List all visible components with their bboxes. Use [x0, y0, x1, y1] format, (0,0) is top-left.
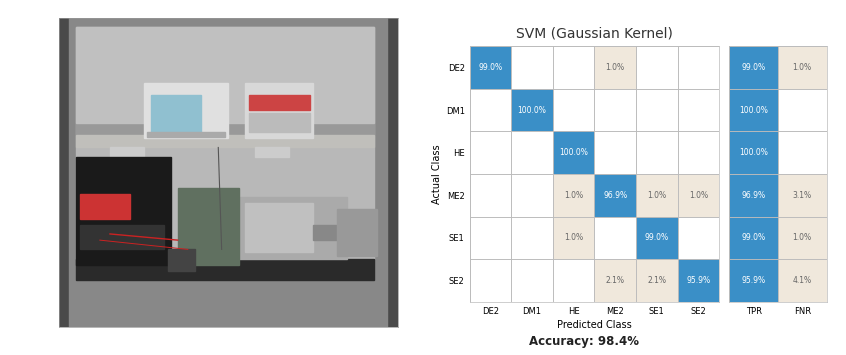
Bar — [76, 27, 374, 135]
Bar — [245, 83, 313, 138]
Bar — [594, 46, 636, 89]
Bar — [80, 194, 130, 218]
Bar — [470, 174, 511, 217]
Bar — [729, 174, 778, 217]
Bar — [511, 89, 552, 131]
Bar — [511, 259, 552, 302]
Text: 99.0%: 99.0% — [741, 233, 766, 242]
Bar — [678, 217, 719, 259]
Text: 1.0%: 1.0% — [793, 233, 812, 242]
Bar — [594, 217, 636, 259]
Bar — [778, 89, 827, 131]
Text: 1.0%: 1.0% — [647, 191, 667, 200]
Text: 1.0%: 1.0% — [564, 233, 583, 242]
Bar — [511, 46, 552, 89]
Bar — [76, 27, 374, 123]
Bar — [594, 259, 636, 302]
Bar — [729, 131, 778, 174]
Bar — [594, 174, 636, 217]
Text: 1.0%: 1.0% — [564, 191, 583, 200]
Text: Accuracy: 98.4%: Accuracy: 98.4% — [529, 335, 639, 348]
Bar — [778, 174, 827, 217]
Text: 100.0%: 100.0% — [559, 148, 588, 157]
Bar — [255, 147, 289, 157]
Bar — [678, 46, 719, 89]
Bar — [636, 46, 678, 89]
Text: 2.1%: 2.1% — [606, 276, 624, 285]
Bar — [470, 259, 511, 302]
Bar — [552, 89, 594, 131]
Bar — [552, 259, 594, 302]
Bar — [195, 197, 347, 259]
Bar — [76, 157, 171, 265]
Text: 3.1%: 3.1% — [793, 191, 812, 200]
Bar — [178, 187, 239, 265]
Bar — [678, 89, 719, 131]
Bar — [678, 174, 719, 217]
Text: 96.9%: 96.9% — [741, 191, 766, 200]
Bar — [778, 259, 827, 302]
Bar — [76, 135, 374, 147]
Bar — [76, 259, 374, 280]
Bar — [778, 46, 827, 89]
Bar — [470, 131, 511, 174]
Title: SVM (Gaussian Kernel): SVM (Gaussian Kernel) — [516, 27, 673, 41]
Bar — [470, 46, 511, 89]
Bar — [678, 259, 719, 302]
Bar — [636, 89, 678, 131]
Bar — [110, 147, 144, 157]
Bar — [168, 249, 195, 271]
Text: 1.0%: 1.0% — [689, 191, 708, 200]
Bar — [511, 174, 552, 217]
Text: 95.9%: 95.9% — [741, 276, 766, 285]
Y-axis label: Actual Class: Actual Class — [431, 144, 442, 204]
Bar — [470, 217, 511, 259]
Bar — [511, 131, 552, 174]
Text: 99.0%: 99.0% — [478, 63, 503, 72]
Text: 100.0%: 100.0% — [518, 105, 547, 115]
Text: 95.9%: 95.9% — [686, 276, 711, 285]
Bar — [313, 225, 381, 240]
Bar — [678, 131, 719, 174]
Bar — [729, 89, 778, 131]
Bar — [552, 131, 594, 174]
Bar — [729, 46, 778, 89]
Text: 99.0%: 99.0% — [741, 63, 766, 72]
Bar — [778, 131, 827, 174]
Bar — [594, 89, 636, 131]
Bar — [151, 95, 201, 132]
Bar — [144, 83, 228, 138]
Bar — [636, 217, 678, 259]
Text: 99.0%: 99.0% — [645, 233, 669, 242]
Bar — [245, 203, 313, 252]
Text: 4.1%: 4.1% — [793, 276, 812, 285]
Bar — [636, 174, 678, 217]
Bar — [511, 217, 552, 259]
Bar — [729, 217, 778, 259]
Bar — [729, 259, 778, 302]
Bar — [636, 259, 678, 302]
Bar — [594, 131, 636, 174]
Text: 100.0%: 100.0% — [739, 148, 768, 157]
Text: 100.0%: 100.0% — [739, 105, 768, 115]
Bar — [470, 89, 511, 131]
Bar — [147, 132, 225, 137]
Text: 96.9%: 96.9% — [603, 191, 627, 200]
Bar — [76, 27, 374, 259]
Bar — [552, 174, 594, 217]
Bar — [552, 217, 594, 259]
Bar — [552, 46, 594, 89]
Bar — [636, 131, 678, 174]
Text: 2.1%: 2.1% — [647, 276, 666, 285]
X-axis label: Predicted Class: Predicted Class — [557, 320, 632, 330]
Bar — [249, 95, 310, 110]
Bar — [337, 209, 377, 256]
Bar — [249, 114, 310, 132]
Bar — [80, 225, 164, 249]
Text: 1.0%: 1.0% — [793, 63, 812, 72]
Text: 1.0%: 1.0% — [606, 63, 624, 72]
Bar — [778, 217, 827, 259]
